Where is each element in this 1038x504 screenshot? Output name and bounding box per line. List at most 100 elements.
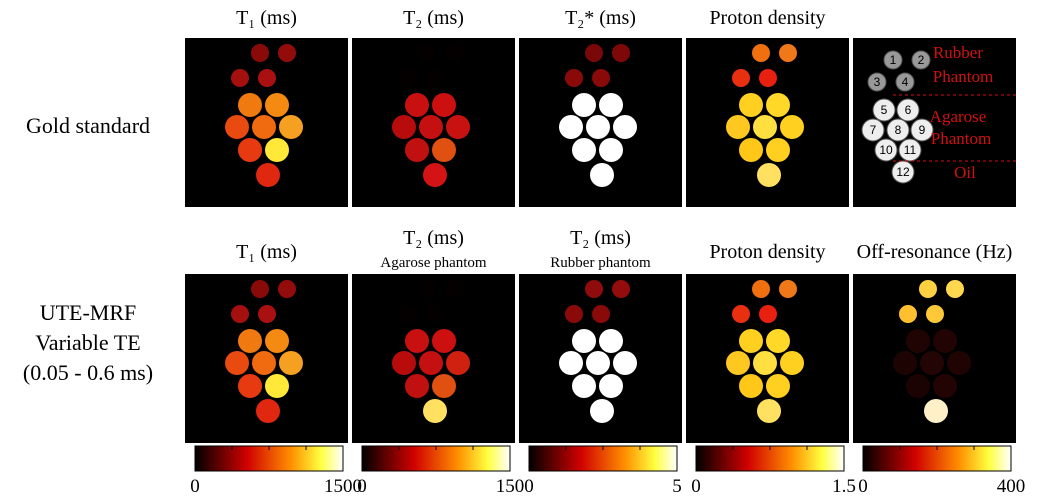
colorbar-max: 150 xyxy=(496,476,525,497)
phantom-vial xyxy=(613,115,637,139)
phantom-vial xyxy=(572,374,596,398)
vial-number: 6 xyxy=(905,103,912,117)
legend-label: Phantom xyxy=(933,67,993,86)
phantom-vial xyxy=(392,115,416,139)
colorbar-min: 0 xyxy=(691,476,701,497)
phantom-vial xyxy=(947,351,971,375)
phantom-vial xyxy=(919,280,937,298)
phantom-vial xyxy=(757,163,781,187)
phantom-vial xyxy=(759,69,777,87)
phantom-vial xyxy=(565,69,583,87)
phantom-vial xyxy=(432,138,456,162)
phantom-vial xyxy=(265,374,289,398)
vial-number: 11 xyxy=(904,143,917,157)
phantom-vial xyxy=(405,374,429,398)
phantom-vial xyxy=(265,138,289,162)
phantom-vial xyxy=(419,351,443,375)
phantom-vial xyxy=(425,69,443,87)
phantom-vial xyxy=(585,280,603,298)
column-header: T₂* (ms) xyxy=(565,7,636,29)
phantom-vial xyxy=(238,138,262,162)
phantom-vial xyxy=(779,44,797,62)
figure: Gold standard UTE-MRF Variable TE (0.05 … xyxy=(0,0,1038,499)
phantom-vial xyxy=(906,374,930,398)
phantom-vial xyxy=(252,115,276,139)
phantom-vial xyxy=(757,399,781,423)
colorbar-min: 0 xyxy=(524,476,534,497)
legend-label: Oil xyxy=(954,163,976,182)
phantom-vial xyxy=(933,329,957,353)
phantom-vial xyxy=(446,115,470,139)
phantom-vial xyxy=(599,138,623,162)
vial-number: 10 xyxy=(879,143,893,157)
phantom-vial xyxy=(405,329,429,353)
colorbar-max: 400 xyxy=(997,476,1026,497)
vial-number: 2 xyxy=(918,53,925,67)
phantom-vial xyxy=(278,280,296,298)
phantom-vial xyxy=(258,305,276,323)
phantom-vial xyxy=(418,44,436,62)
phantom-vial xyxy=(238,93,262,117)
phantom-vial xyxy=(238,374,262,398)
column-header: Off-resonance (Hz) xyxy=(857,241,1013,263)
phantom-vial xyxy=(585,44,603,62)
phantom-vial xyxy=(559,351,583,375)
phantom-vial xyxy=(256,163,280,187)
phantom-vial xyxy=(586,351,610,375)
phantom-vial xyxy=(752,44,770,62)
phantom-vial xyxy=(752,280,770,298)
phantom-vial xyxy=(586,115,610,139)
phantom-vial xyxy=(565,305,583,323)
phantom-vial xyxy=(572,329,596,353)
phantom-vial xyxy=(445,280,463,298)
phantom-vial xyxy=(256,399,280,423)
phantom-vial xyxy=(899,305,917,323)
phantom-vial xyxy=(425,305,443,323)
phantom-vial xyxy=(278,44,296,62)
phantom-vial xyxy=(592,305,610,323)
column-header: T₁ (ms) xyxy=(236,7,297,29)
phantom-vial xyxy=(258,69,276,87)
vial-number: 8 xyxy=(895,123,902,137)
phantom-vial xyxy=(392,351,416,375)
colorbar-max: 1.5 xyxy=(832,476,856,497)
phantom-vial xyxy=(418,280,436,298)
phantom-vial xyxy=(933,374,957,398)
phantom-vial xyxy=(780,115,804,139)
phantom-vial xyxy=(231,305,249,323)
phantom-vial xyxy=(599,374,623,398)
phantom-vial xyxy=(225,351,249,375)
phantom-vial xyxy=(906,329,930,353)
column-header: Proton density xyxy=(709,7,825,29)
phantom-vial xyxy=(753,351,777,375)
vial-number: 5 xyxy=(881,103,888,117)
phantom-vial xyxy=(252,351,276,375)
vial-number: 9 xyxy=(919,123,926,137)
phantom-vial xyxy=(251,44,269,62)
phantom-vial xyxy=(279,115,303,139)
phantom-vial xyxy=(590,399,614,423)
phantom-vial xyxy=(920,351,944,375)
phantom-vial xyxy=(926,305,944,323)
colorbar-max: 5 xyxy=(672,476,682,497)
phantom-vial xyxy=(739,93,763,117)
phantom-vial xyxy=(924,399,948,423)
column-header: T₂ (ms) xyxy=(403,227,464,249)
phantom-vial xyxy=(231,69,249,87)
phantom-vial xyxy=(423,399,447,423)
phantom-vial xyxy=(766,138,790,162)
column-header: T₂ (ms) xyxy=(570,227,631,249)
vial-number: 4 xyxy=(902,75,909,89)
phantom-vial xyxy=(726,115,750,139)
phantom-vial xyxy=(766,374,790,398)
column-subheader: Rubber phantom xyxy=(550,255,651,271)
column-subheader: Agarose phantom xyxy=(380,255,487,271)
phantom-vial xyxy=(590,163,614,187)
phantom-vial xyxy=(946,280,964,298)
phantom-vial xyxy=(432,329,456,353)
phantom-vial xyxy=(759,305,777,323)
column-header: T₁ (ms) xyxy=(236,241,297,263)
phantom-vial xyxy=(238,329,262,353)
phantom-vial xyxy=(432,374,456,398)
phantom-vial xyxy=(739,374,763,398)
